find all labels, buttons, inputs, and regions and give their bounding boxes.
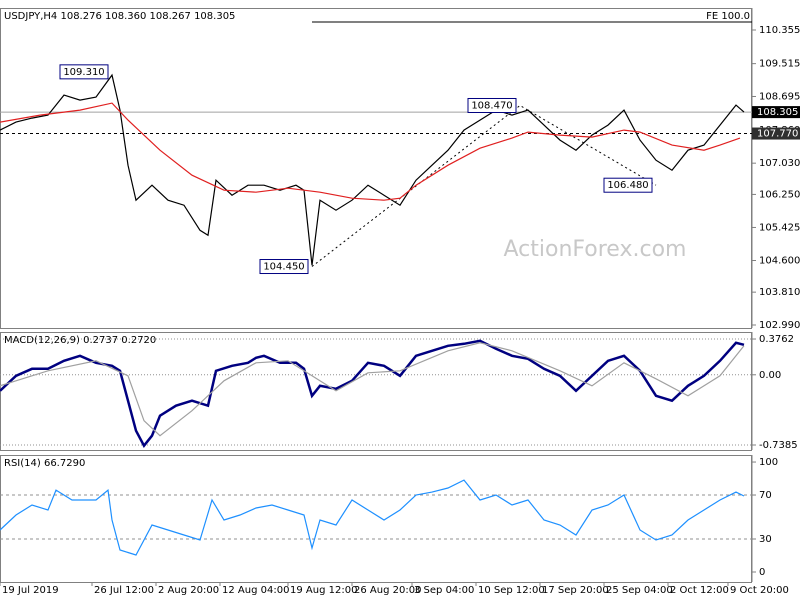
- y-tick-label: 100: [759, 457, 778, 468]
- y-tick-label: 105.425: [759, 222, 800, 233]
- panel-title: MACD(12,26,9) 0.2737 0.2720: [4, 335, 156, 346]
- panel-title: USDJPY,H4 108.276 108.360 108.267 108.30…: [4, 11, 235, 22]
- x-tick-label: 2 Aug 20:00: [158, 585, 219, 596]
- x-tick-label: 19 Jul 2019: [2, 585, 59, 596]
- x-tick-label: 9 Oct 20:00: [730, 585, 789, 596]
- panel-title: RSI(14) 66.7290: [4, 458, 85, 469]
- annotation-label: 108.470: [471, 100, 512, 111]
- annotation-box: [603, 177, 653, 193]
- annotation-label: 106.480: [607, 180, 648, 191]
- annotation-box: [259, 259, 309, 275]
- y-tick-label: 107.030: [759, 158, 800, 169]
- x-tick-label: 26 Aug 20:00: [354, 585, 421, 596]
- y-tick-label: 0: [759, 567, 765, 578]
- y-tick-label: 30: [759, 534, 772, 545]
- annotation-label: 109.310: [63, 67, 104, 78]
- y-tick-label: 108.695: [759, 91, 800, 102]
- level-box: [752, 106, 800, 119]
- x-tick-label: 25 Sep 04:00: [606, 585, 673, 596]
- y-tick-label: 103.810: [759, 287, 800, 298]
- y-tick-label: 109.515: [759, 59, 800, 70]
- x-tick-label: 12 Aug 04:00: [222, 585, 289, 596]
- y-tick-label: 102.990: [759, 320, 800, 331]
- series-line: [0, 102, 741, 201]
- series-line: [0, 342, 745, 437]
- annotation-label: 104.450: [263, 262, 304, 273]
- level-label: 108.305: [757, 107, 798, 118]
- fe-label: FE 100.0: [706, 11, 750, 22]
- y-tick-label: 0.00: [759, 370, 781, 381]
- y-tick-label: 70: [759, 490, 772, 501]
- level-label: 107.770: [757, 129, 798, 140]
- x-tick-label: 10 Sep 12:00: [478, 585, 545, 596]
- watermark: ActionForex.com: [504, 237, 687, 262]
- series-line: [0, 73, 745, 266]
- y-tick-label: 104.600: [759, 256, 800, 267]
- y-tick-label: 110.355: [759, 25, 800, 36]
- x-tick-label: 26 Jul 12:00: [94, 585, 154, 596]
- y-tick-label: -0.7385: [759, 440, 798, 451]
- y-tick-label: 0.3762: [759, 334, 794, 345]
- x-tick-label: 17 Sep 20:00: [542, 585, 609, 596]
- x-tick-label: 2 Oct 12:00: [670, 585, 729, 596]
- annotation-box: [467, 97, 517, 113]
- x-tick-label: 19 Aug 12:00: [290, 585, 357, 596]
- level-box: [752, 127, 800, 140]
- series-line: [0, 339, 745, 448]
- y-tick-label: 106.250: [759, 189, 800, 200]
- x-tick-label: 3 Sep 04:00: [414, 585, 474, 596]
- series-line: [0, 479, 745, 556]
- annotation-box: [59, 64, 109, 80]
